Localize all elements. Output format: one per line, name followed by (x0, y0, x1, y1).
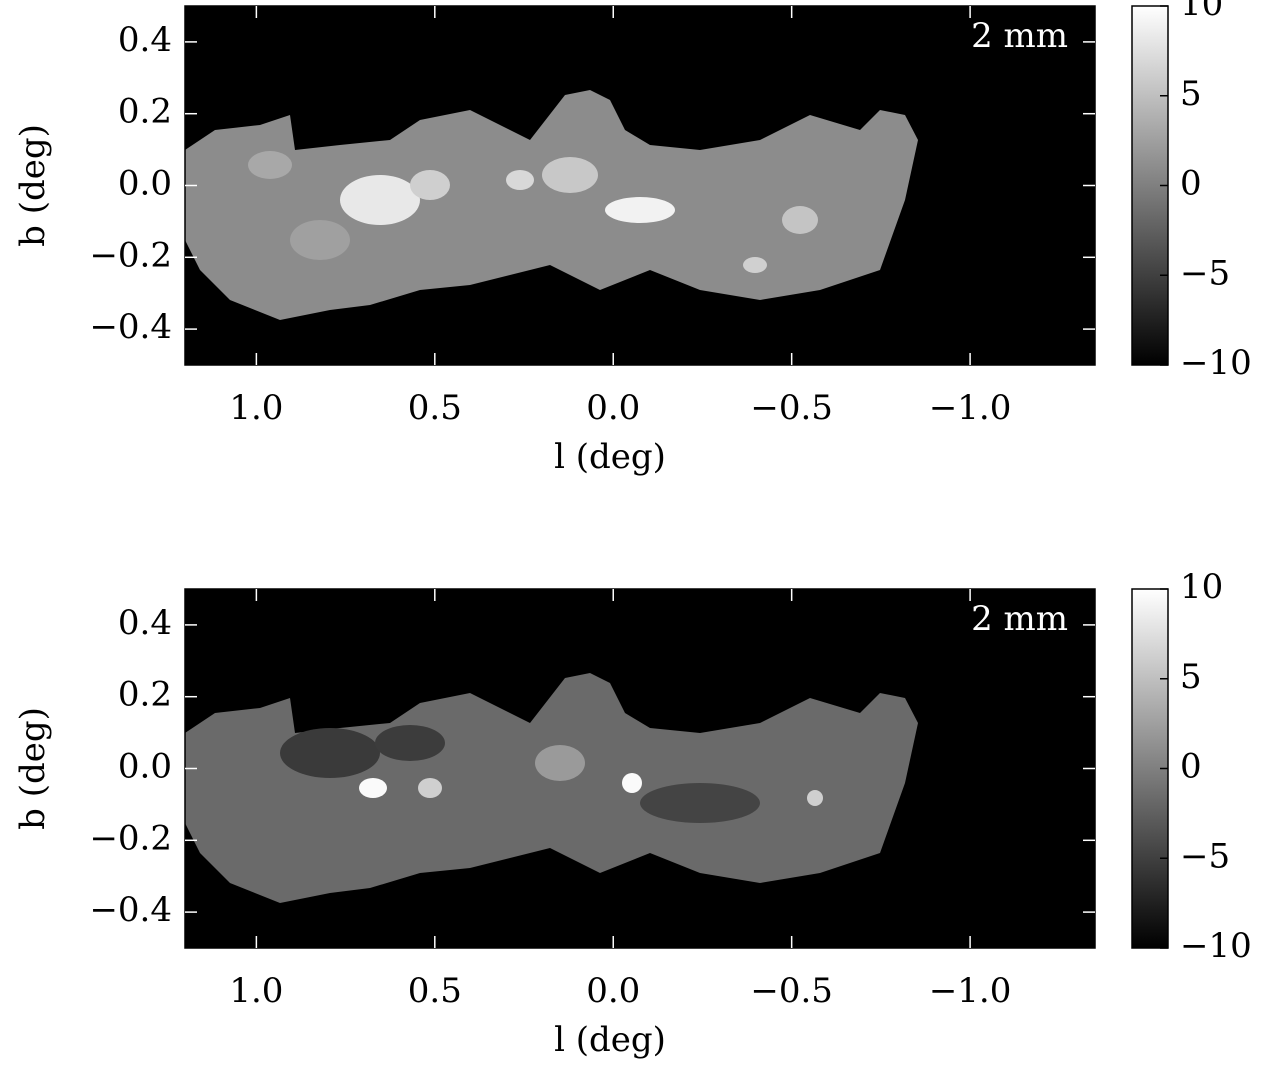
emission-feature (248, 151, 292, 179)
x-tick-label: −1.0 (929, 388, 1012, 428)
x-axis-label: l (deg) (554, 437, 666, 477)
y-tick-label: 0.4 (118, 603, 172, 643)
y-tick-label: −0.4 (89, 890, 172, 930)
colorbar-tick-label: 5 (1180, 657, 1202, 697)
emission-feature (605, 197, 675, 223)
colorbar-tick-label: 10 (1180, 0, 1223, 24)
x-tick-label: −0.5 (750, 971, 833, 1011)
colorbar-tick-label: 5 (1180, 74, 1202, 114)
emission-feature (340, 175, 420, 225)
emission-feature (542, 157, 598, 193)
colorbar-tick-label: 0 (1180, 747, 1202, 787)
y-tick-label: 0.2 (118, 675, 172, 715)
colorbar-tick-label: 0 (1180, 164, 1202, 204)
y-tick-label: 0.0 (118, 164, 172, 204)
emission-feature (640, 783, 760, 823)
colorbar-tick-label: −10 (1180, 926, 1252, 966)
x-axis-label: l (deg) (554, 1020, 666, 1060)
colorbar-tick-label: −5 (1180, 253, 1230, 293)
colorbar-tick-label: 10 (1180, 567, 1223, 607)
x-tick-label: −0.5 (750, 388, 833, 428)
y-tick-label: −0.4 (89, 307, 172, 347)
emission-feature (280, 728, 380, 778)
y-tick-label: 0.0 (118, 747, 172, 787)
x-tick-label: 0.5 (408, 388, 462, 428)
emission-feature (375, 725, 445, 761)
y-tick-label: −0.2 (89, 818, 172, 858)
emission-feature (807, 790, 823, 806)
emission-feature (622, 773, 642, 793)
emission-feature (290, 220, 350, 260)
x-tick-label: 1.0 (229, 388, 283, 428)
y-tick-label: −0.2 (89, 235, 172, 275)
emission-feature (410, 170, 450, 200)
x-tick-label: −1.0 (929, 971, 1012, 1011)
emission-feature (359, 778, 387, 798)
x-tick-label: 0.0 (586, 971, 640, 1011)
emission-feature (418, 778, 442, 798)
colorbar-tick-label: −10 (1180, 343, 1252, 383)
y-axis-label: b (deg) (13, 124, 53, 247)
x-tick-label: 0.5 (408, 971, 462, 1011)
panel-label: 2 mm (971, 16, 1068, 56)
y-tick-label: 0.2 (118, 92, 172, 132)
emission-feature (506, 170, 534, 190)
x-tick-label: 0.0 (586, 388, 640, 428)
colorbar-tick-label: −5 (1180, 836, 1230, 876)
emission-region (185, 90, 918, 320)
emission-feature (743, 257, 767, 273)
emission-region (185, 673, 918, 903)
y-axis-label: b (deg) (13, 707, 53, 830)
y-tick-label: 0.4 (118, 20, 172, 60)
panel-label: 2 mm (971, 599, 1068, 639)
emission-feature (535, 745, 585, 781)
emission-feature (782, 206, 818, 234)
x-tick-label: 1.0 (229, 971, 283, 1011)
